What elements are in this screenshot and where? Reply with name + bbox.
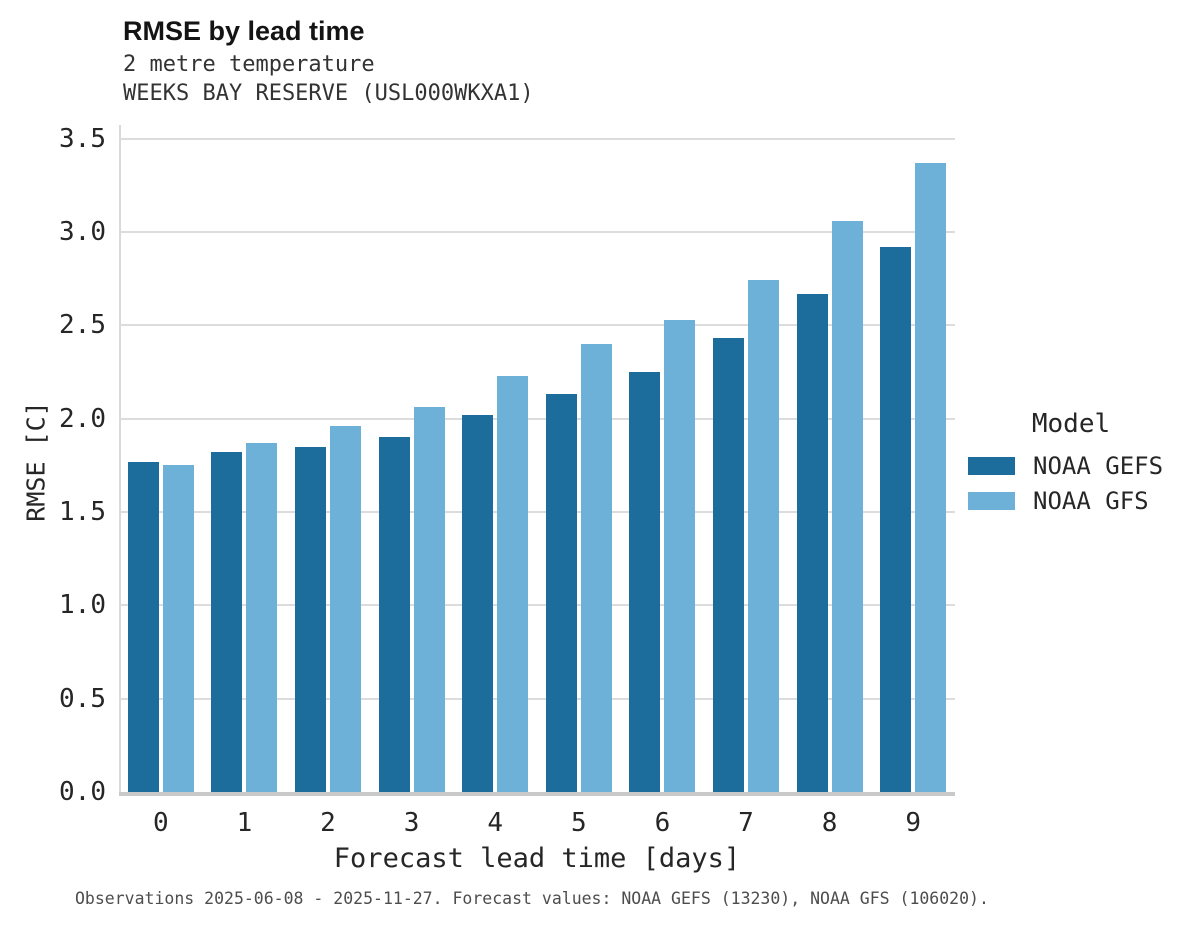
legend-items: NOAA GEFS NOAA GFS xyxy=(968,448,1174,518)
legend-swatch-noaa-gfs xyxy=(968,491,1015,510)
plot-area: 0.0 0.5 1.0 1.5 2.0 2.5 3.0 3.5 0 1 2 3 4 5 6 7 8 9 xyxy=(59,125,955,836)
bars-layer xyxy=(119,131,955,792)
bar-group-lead-2 xyxy=(286,131,370,792)
y-tick-label-2.5: 2.5 xyxy=(59,310,106,341)
bar-group-lead-7 xyxy=(704,131,788,792)
legend-item-noaa-gefs: NOAA GEFS xyxy=(968,448,1174,483)
chart-subtitle-variable: 2 metre temperature xyxy=(123,52,375,77)
x-tick-label-6: 6 xyxy=(654,808,671,838)
gridline-y-3.0 xyxy=(119,230,955,233)
bar-noaa-gfs-lead-6 xyxy=(664,320,696,792)
legend: Model NOAA GEFS NOAA GFS xyxy=(968,409,1174,518)
bar-noaa-gefs-lead-2 xyxy=(294,447,326,792)
bar-noaa-gfs-lead-5 xyxy=(580,344,612,792)
bar-noaa-gefs-lead-9 xyxy=(880,247,912,792)
bar-group-lead-4 xyxy=(453,131,537,792)
x-tick-label-2: 2 xyxy=(320,808,336,838)
chart-title: RMSE by lead time xyxy=(123,16,365,46)
bar-group-lead-9 xyxy=(871,131,955,792)
y-axis-title-text: RMSE [C] xyxy=(21,401,51,522)
y-axis-title: RMSE [C] xyxy=(16,131,56,792)
legend-item-noaa-gfs: NOAA GFS xyxy=(968,483,1174,518)
bar-noaa-gfs-lead-1 xyxy=(246,443,278,792)
bar-noaa-gefs-lead-3 xyxy=(378,437,410,792)
gridline-y-0.5 xyxy=(119,697,955,700)
bar-group-lead-5 xyxy=(537,131,621,792)
bar-noaa-gefs-lead-7 xyxy=(712,338,744,792)
bar-group-lead-6 xyxy=(621,131,705,792)
bar-noaa-gfs-lead-4 xyxy=(497,376,529,792)
figure-caption: Observations 2025-06-08 - 2025-11-27. Fo… xyxy=(75,889,989,908)
bar-noaa-gefs-lead-4 xyxy=(462,415,494,792)
bar-noaa-gfs-lead-8 xyxy=(831,221,863,792)
bar-noaa-gefs-lead-1 xyxy=(211,452,243,792)
legend-swatch-noaa-gefs xyxy=(968,456,1015,475)
x-tick-label-8: 8 xyxy=(821,808,838,838)
bar-noaa-gfs-lead-9 xyxy=(915,163,947,792)
bar-noaa-gefs-lead-5 xyxy=(545,394,577,792)
x-tick-label-9: 9 xyxy=(905,808,922,838)
gridline-y-1.5 xyxy=(119,510,955,513)
y-tick-label-2.0: 2.0 xyxy=(59,403,106,434)
gridline-y-2.0 xyxy=(119,417,955,420)
y-tick-label-3.5: 3.5 xyxy=(59,123,106,154)
bar-noaa-gefs-lead-0 xyxy=(127,462,159,792)
legend-label: NOAA GFS xyxy=(1033,486,1149,515)
x-tick-label-1: 1 xyxy=(236,808,253,838)
x-tick-label-7: 7 xyxy=(738,808,754,838)
y-tick-label-1.5: 1.5 xyxy=(59,496,106,527)
bar-noaa-gfs-lead-0 xyxy=(162,465,194,792)
gridline-y-1.0 xyxy=(119,604,955,607)
y-tick-label-0.5: 0.5 xyxy=(59,683,106,714)
bar-group-lead-0 xyxy=(119,131,203,792)
gridline-y-3.5 xyxy=(119,137,955,140)
y-tick-label-1.0: 1.0 xyxy=(59,590,106,621)
bar-group-lead-1 xyxy=(203,131,287,792)
x-tick-label-5: 5 xyxy=(570,808,587,838)
bar-group-lead-3 xyxy=(370,131,454,792)
bar-noaa-gefs-lead-6 xyxy=(629,372,661,792)
gridlines xyxy=(119,131,955,792)
x-tick-label-4: 4 xyxy=(487,808,504,838)
bar-group-lead-8 xyxy=(788,131,872,792)
gridline-y-2.5 xyxy=(119,324,955,327)
bar-noaa-gefs-lead-8 xyxy=(796,294,828,792)
bar-noaa-gfs-lead-7 xyxy=(747,280,779,792)
x-axis-title: Forecast lead time [days] xyxy=(333,843,741,874)
legend-label: NOAA GEFS xyxy=(1033,451,1164,480)
x-tick-label-3: 3 xyxy=(403,808,420,838)
legend-title: Model xyxy=(1031,409,1111,439)
y-tick-label-0.0: 0.0 xyxy=(59,777,106,807)
x-tick-label-0: 0 xyxy=(152,808,169,838)
y-tick-label-3.0: 3.0 xyxy=(59,216,106,247)
chart-subtitle-station: WEEKS BAY RESERVE (USL000WKXA1) xyxy=(123,81,534,106)
bar-noaa-gfs-lead-3 xyxy=(413,407,445,792)
bar-noaa-gfs-lead-2 xyxy=(329,426,361,792)
